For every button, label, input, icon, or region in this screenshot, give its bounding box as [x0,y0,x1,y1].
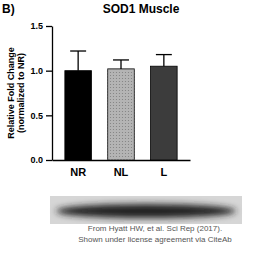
x-tick-label: L [160,166,167,178]
chart: B) SOD1 Muscle 0.0 0.5 1.0 1.5 NR NL L Relative F… [0,0,254,256]
bar [151,66,178,160]
blot-background [50,196,242,224]
y-tick-label: 1.0 [30,66,43,76]
bar [65,71,92,160]
error-bar [70,51,86,71]
error-cap [156,54,172,55]
y-tick: 0.5 [30,111,52,121]
x-tick: NR [70,160,86,178]
error-cap [113,59,129,60]
x-tick-label: NL [114,166,129,178]
x-tick: L [160,160,167,178]
bar-texture [108,69,135,160]
y-label: Relative Fold Change(normalized to NR) [6,47,26,139]
y-tick: 1.5 [30,21,52,31]
bar [108,69,135,160]
blot-image [50,196,242,224]
y-label-line: Relative Fold Change [6,47,16,139]
error-cap [70,50,86,51]
y-axis-line [52,27,53,161]
marks [65,51,177,160]
caption: From Hyatt HW, et al. Sci Rep (2017). [88,224,222,233]
x-axis-line [53,160,191,161]
panel-label: B) [2,2,15,16]
x-axis: NR NL L [53,160,191,178]
y-label-line: (normalized to NR) [16,53,26,133]
y-tick-mark [46,26,52,27]
error-bar [156,55,172,67]
y-tick-label: 0.5 [30,111,43,121]
y-tick: 0.0 [30,155,52,165]
y-tick-mark [46,160,52,161]
error-stem [77,51,78,71]
y-tick-label: 0.0 [30,155,43,165]
y-tick: 1.0 [30,66,52,76]
error-stem [163,55,164,67]
error-bar [113,60,129,69]
x-tick-label: NR [70,166,86,178]
y-tick-mark [46,115,52,116]
title: SOD1 Muscle [103,2,180,16]
caption: Shown under license agreement via CiteAb [78,235,232,244]
y-tick-mark [46,71,52,72]
error-stem [120,60,121,69]
plot: 0.0 0.5 1.0 1.5 NR NL L [30,21,190,178]
x-tick: NL [114,160,129,178]
y-axis: 0.0 0.5 1.0 1.5 [30,21,52,165]
y-tick-label: 1.5 [30,21,43,31]
blot-band [56,204,236,218]
